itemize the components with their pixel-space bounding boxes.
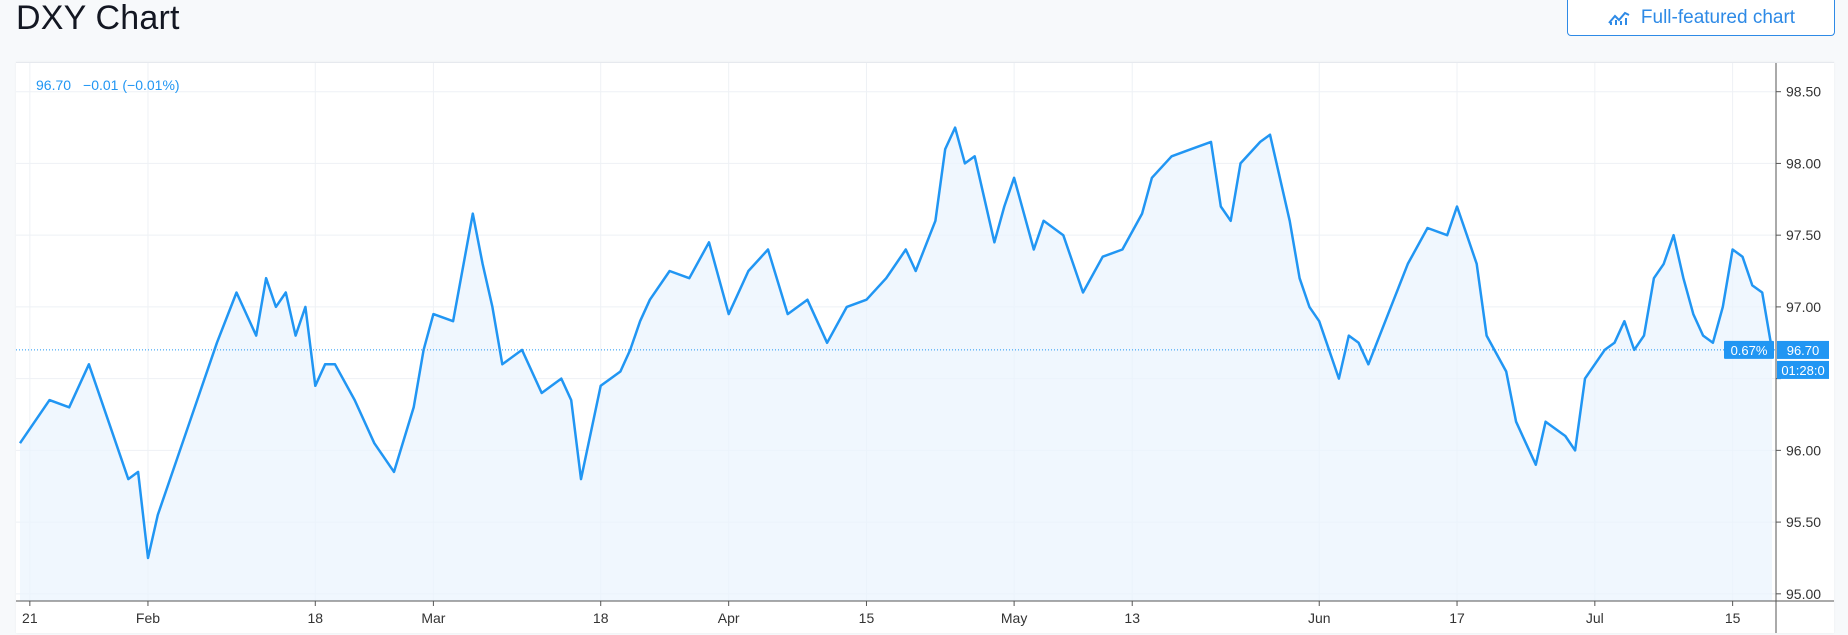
x-tick-label: Apr [718,610,740,626]
time-axis[interactable]: 21 Feb 18 Mar 18 Apr 15 May 13 Jun 17 Jul 15 [22,601,1741,626]
x-tick-label: Mar [421,610,445,626]
x-tick-label: 13 [1124,610,1140,626]
price-axis[interactable]: 95.00 95.50 96.00 97.00 97.50 98.00 98.50 [1776,84,1821,602]
y-tick-label: 97.50 [1786,227,1821,243]
legend: 96.70 −0.01 (−0.01%) [36,77,180,93]
x-tick-label: Jun [1308,610,1331,626]
x-tick-label: 18 [593,610,609,626]
x-tick-label: 17 [1449,610,1465,626]
percent-badge-text: 0.67% [1731,343,1768,358]
countdown-badge: 01:28:0 [1777,360,1829,379]
x-tick-label: May [1001,610,1027,626]
x-tick-label: 18 [307,610,323,626]
price-area-fill [20,127,1772,601]
last-price-badge: 96.70 [1777,340,1829,359]
countdown-badge-text: 01:28:0 [1781,363,1824,378]
full-featured-chart-button[interactable]: Full-featured chart [1567,0,1835,36]
y-tick-label: 98.00 [1786,155,1821,171]
legend-change: −0.01 (−0.01%) [83,77,180,93]
page-title: DXY Chart [16,0,180,37]
x-tick-label: 15 [1725,610,1741,626]
x-tick-label: 15 [859,610,875,626]
price-chart[interactable]: 95.00 95.50 96.00 97.00 97.50 98.00 98.50 21 Fe… [16,63,1834,633]
y-tick-label: 98.50 [1786,84,1821,100]
y-tick-label: 97.00 [1786,299,1821,315]
last-price-badge-text: 96.70 [1787,343,1820,358]
x-tick-label: Feb [136,610,160,626]
chart-line-icon [1607,9,1631,27]
y-tick-label: 96.00 [1786,442,1821,458]
x-tick-label: 21 [22,610,38,626]
y-tick-label: 95.50 [1786,514,1821,530]
legend-last-value: 96.70 [36,77,72,93]
price-series-line [18,126,1774,560]
x-tick-label: Jul [1586,610,1604,626]
percent-badge: 0.67% [1724,340,1774,359]
y-tick-label: 95.00 [1786,586,1821,602]
chart-panel[interactable]: 95.00 95.50 96.00 97.00 97.50 98.00 98.50 21 Fe… [16,62,1834,633]
full-featured-chart-label: Full-featured chart [1640,6,1796,28]
